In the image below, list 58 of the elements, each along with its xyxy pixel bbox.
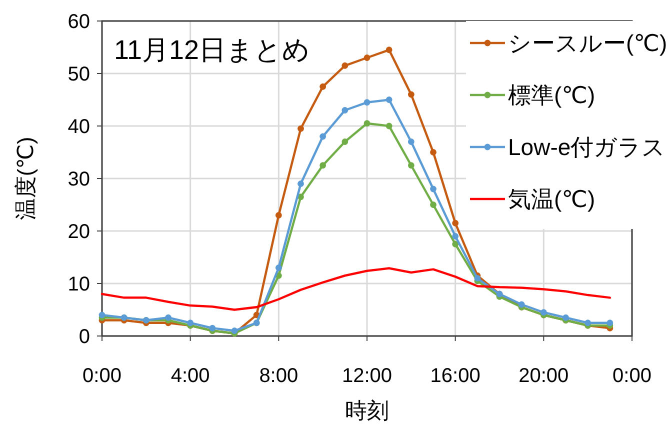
y-tick-label: 50: [68, 64, 90, 86]
x-tick-label: 8:00: [259, 365, 298, 387]
point: [430, 186, 436, 192]
point: [430, 149, 436, 156]
legend-label: Low-e付ガラス: [508, 134, 666, 160]
legend-label: 標準(℃): [508, 82, 596, 108]
point: [298, 125, 304, 132]
point: [320, 83, 326, 90]
x-tick-label: 0:00: [612, 365, 652, 387]
y-tick-label: 20: [68, 221, 90, 243]
point: [320, 162, 326, 169]
point: [209, 324, 216, 332]
legend-label: シースルー(℃): [508, 30, 668, 56]
point: [452, 233, 459, 240]
point: [562, 314, 569, 321]
point: [187, 320, 194, 326]
y-tick-label: 30: [68, 168, 90, 190]
point: [342, 62, 348, 69]
point: [386, 46, 392, 54]
point: [386, 96, 392, 103]
point: [364, 120, 370, 127]
y-tick-label: 10: [68, 274, 90, 296]
point: [386, 122, 392, 130]
point: [275, 212, 282, 218]
x-axis-title: 時刻: [345, 398, 389, 423]
x-tick-label: 4:00: [170, 365, 210, 387]
point: [408, 138, 414, 145]
point: [606, 320, 614, 326]
point: [342, 138, 348, 145]
x-tick-label: 12:00: [342, 365, 392, 387]
point: [584, 320, 592, 326]
point: [165, 314, 172, 321]
point: [452, 240, 459, 248]
point: [275, 264, 282, 271]
legend-label: 気温(℃): [508, 186, 596, 212]
point: [364, 99, 370, 106]
point: [408, 91, 414, 98]
x-tick-label: 16:00: [430, 365, 480, 387]
point: [98, 312, 106, 318]
point: [452, 220, 459, 226]
point: [342, 107, 348, 114]
point: [474, 275, 481, 282]
point: [430, 202, 436, 208]
x-tick-label: 0:00: [82, 365, 122, 387]
y-axis-title: 温度(℃): [13, 136, 38, 220]
point: [320, 133, 326, 140]
point: [408, 162, 414, 169]
y-tick-label: 0: [78, 326, 90, 348]
text: 11月12日まとめ: [114, 35, 310, 65]
x-tick-label: 20:00: [518, 365, 569, 387]
point: [231, 328, 238, 334]
y-tick-label: 40: [68, 116, 90, 138]
point: [364, 54, 370, 61]
point: [540, 309, 547, 316]
point: [298, 180, 304, 187]
line-series: [100, 267, 612, 311]
y-tick-label: 60: [68, 11, 90, 33]
point: [518, 301, 525, 308]
